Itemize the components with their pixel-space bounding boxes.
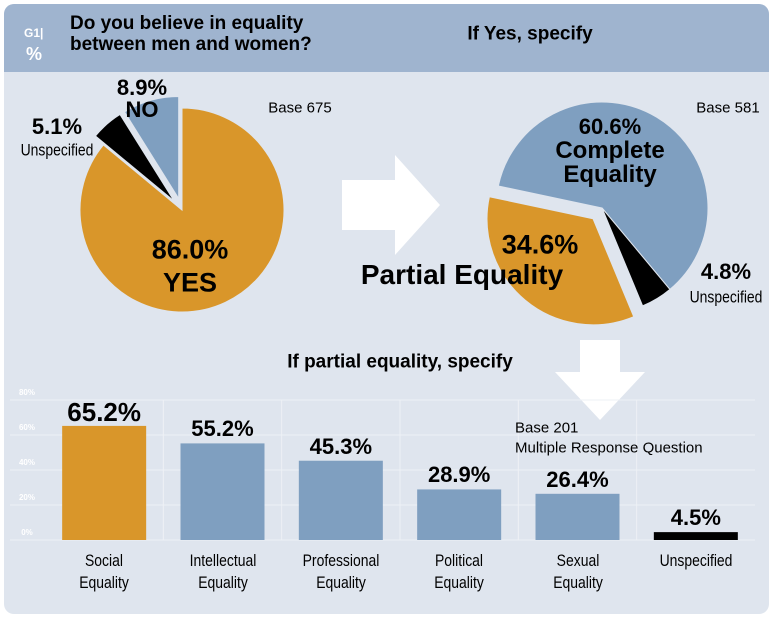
bar-title: If partial equality, specify — [287, 351, 513, 373]
slice-value: 5.1% — [31, 114, 83, 139]
bar — [535, 493, 620, 540]
arrow-down — [555, 340, 645, 420]
pie1-title: Do you believe in equality between men a… — [70, 13, 312, 55]
pie-slice — [123, 95, 180, 201]
x-tick-label: Sexual Equality — [552, 551, 603, 593]
base-note: Base 675 — [268, 99, 332, 117]
slice-label: NO — [125, 97, 159, 122]
y-tick-label: 60% — [19, 423, 35, 432]
base-note: Base 581 — [696, 99, 760, 117]
bar — [180, 443, 265, 540]
slice-label: Unspecified — [689, 287, 763, 307]
bar-value: 65.2% — [67, 396, 142, 427]
pie-slice — [497, 101, 709, 291]
y-tick-label: 40% — [19, 458, 35, 467]
bar — [653, 532, 738, 540]
x-tick-label: Social Equality — [79, 551, 129, 593]
bar-value: 4.5% — [670, 505, 721, 531]
pie-slice — [601, 207, 671, 307]
slice-value: 4.8% — [700, 259, 752, 284]
pie2-title: If Yes, specify — [467, 23, 593, 45]
bar-value: 28.9% — [427, 462, 491, 488]
pie-slice — [486, 196, 635, 326]
pie-slice — [94, 113, 175, 202]
slice-value: 34.6% — [501, 229, 579, 260]
base-note: Base 201 — [515, 419, 579, 437]
bar — [62, 425, 147, 540]
bar — [417, 489, 502, 540]
slice-label: Unspecified — [20, 140, 94, 160]
bar-value: 45.3% — [309, 433, 373, 459]
bar-value: 26.4% — [546, 466, 609, 492]
slice-label: Complete Equality — [555, 137, 665, 188]
slice-value: 86.0% — [151, 234, 229, 265]
arrow-right — [342, 155, 440, 255]
x-tick-label: Intellectual Equality — [189, 551, 256, 593]
note: Multiple Response Question — [515, 439, 703, 457]
chart-code: G1| — [24, 26, 44, 40]
unit: % — [26, 44, 43, 64]
header-bar — [4, 4, 769, 72]
slice-value: 60.6% — [578, 114, 642, 139]
x-tick-label: Unspecified — [659, 551, 733, 570]
slice-label: YES — [162, 267, 218, 298]
y-tick-label: 0% — [21, 528, 33, 537]
y-tick-label: 20% — [19, 493, 35, 502]
y-tick-label: 80% — [19, 388, 35, 397]
bar-value: 55.2% — [191, 416, 254, 442]
pie-slice — [79, 107, 285, 313]
x-tick-label: Professional Equality — [302, 551, 380, 593]
slice-value: 8.9% — [116, 75, 168, 100]
slice-label: Partial Equality — [360, 259, 564, 290]
bar — [298, 460, 383, 540]
x-tick-label: Political Equality — [434, 551, 484, 593]
